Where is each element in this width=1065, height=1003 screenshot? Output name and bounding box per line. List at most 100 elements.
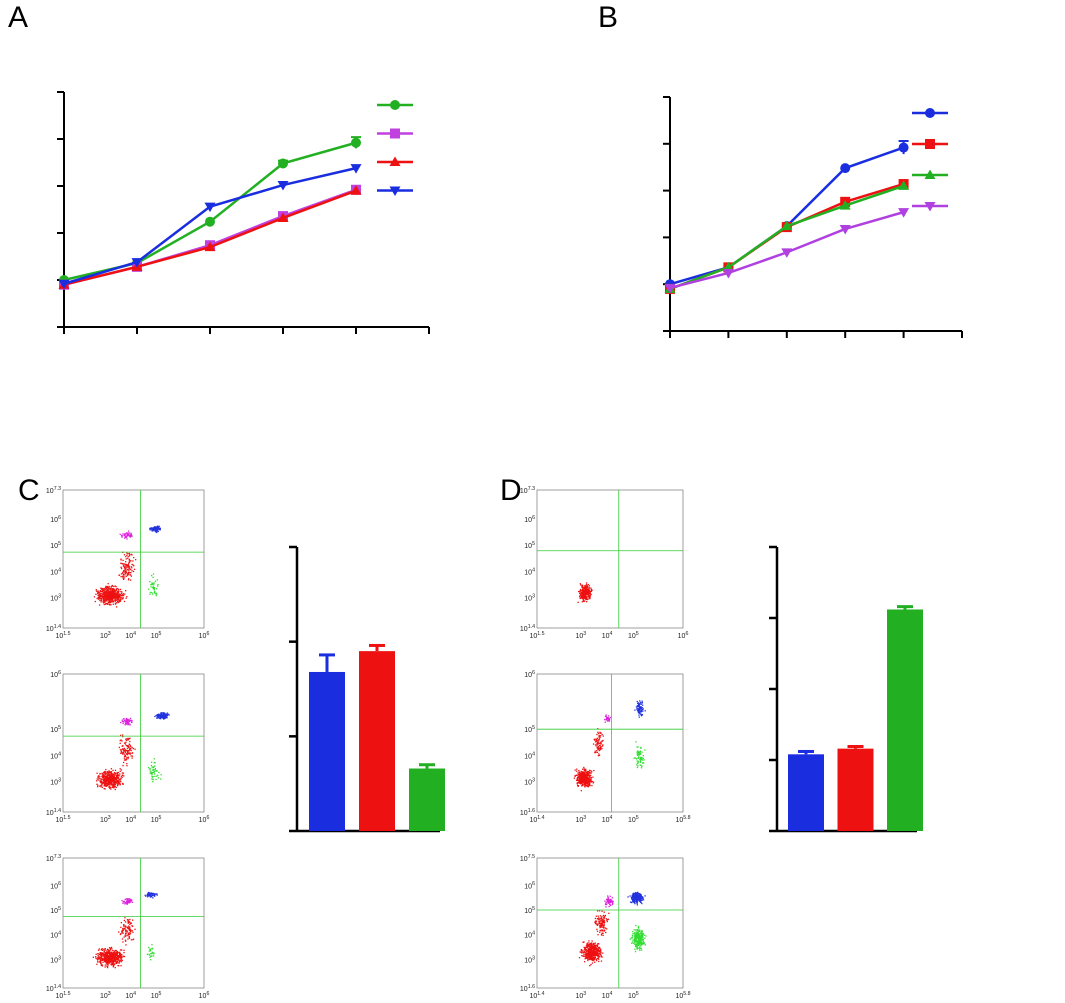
flow-event: [602, 735, 604, 737]
flow-event: [604, 721, 606, 723]
flow-event: [156, 893, 158, 896]
flow-event: [593, 950, 596, 952]
flow-event: [119, 588, 122, 591]
flow-event: [107, 592, 109, 594]
flow-event: [602, 929, 604, 931]
flow-event: [123, 927, 125, 929]
flow-event: [589, 947, 591, 950]
flow-event: [126, 720, 128, 723]
flow-event: [104, 966, 106, 968]
flow-event: [97, 960, 99, 962]
flow-event: [123, 775, 125, 777]
flow-event: [598, 747, 600, 749]
flow-event: [95, 590, 98, 592]
flow-event: [639, 945, 642, 947]
flow-event: [156, 530, 158, 532]
flow-event: [590, 593, 592, 596]
flow-event: [593, 946, 596, 948]
flow-event: [110, 786, 112, 788]
flow-event: [126, 721, 128, 723]
flow-event: [636, 700, 638, 703]
flow-event: [151, 530, 154, 532]
flow-event: [578, 782, 580, 784]
flow-event: [107, 598, 109, 600]
flow-event: [127, 920, 130, 923]
flow-event: [108, 591, 110, 593]
flow-event: [106, 952, 108, 954]
flow-event: [606, 899, 608, 902]
flow-event: [108, 598, 110, 601]
flow-event: [104, 952, 107, 954]
flow-event: [102, 778, 105, 781]
x-tick-label: 104: [602, 631, 613, 640]
flow-event: [124, 593, 126, 595]
flow-event: [94, 600, 96, 603]
flow-event: [151, 948, 153, 950]
flow-event: [586, 585, 588, 588]
flow-event: [581, 594, 584, 597]
flow-event: [592, 960, 594, 962]
flow-event: [106, 965, 109, 968]
flow-event: [99, 591, 101, 593]
flow-event: [98, 955, 100, 957]
flow-event: [101, 957, 103, 959]
flow-event: [637, 937, 639, 940]
flow-event: [109, 771, 111, 773]
flow-event: [98, 604, 101, 606]
flow-event: [108, 786, 110, 788]
flow-event: [635, 892, 637, 894]
flow-event: [589, 956, 591, 959]
flow-event: [127, 532, 129, 534]
flow-event: [632, 896, 634, 899]
flow-event: [104, 783, 106, 785]
flow-event: [101, 587, 103, 590]
flow-event: [635, 932, 637, 935]
flow-event: [100, 962, 102, 964]
flow-event: [148, 892, 151, 894]
flow-event: [636, 751, 638, 753]
flow-event: [113, 594, 115, 596]
flow-event: [130, 568, 132, 571]
flow-event: [601, 924, 603, 927]
flow-event: [632, 930, 634, 933]
flow-event: [154, 526, 157, 529]
flow-event: [637, 765, 639, 767]
flow-frame: [536, 673, 684, 813]
flow-event: [129, 568, 131, 570]
flow-event: [588, 940, 590, 942]
x-tick-label: 103: [575, 815, 586, 824]
flow-event: [587, 773, 589, 775]
flow-event: [130, 553, 132, 556]
flow-event: [641, 936, 644, 938]
flow-event: [119, 952, 121, 955]
legend-marker: [390, 128, 400, 139]
flow-event: [153, 766, 155, 768]
flow-event: [586, 588, 588, 590]
legend-marker: [390, 100, 400, 110]
flow-event: [105, 588, 107, 590]
data-point: [131, 258, 143, 268]
flow-event: [116, 772, 118, 774]
flow-event: [640, 708, 642, 710]
flow-event: [591, 953, 593, 955]
flow-event: [111, 598, 114, 601]
flow-event: [121, 594, 124, 596]
flow-event: [118, 593, 120, 595]
flow-event: [586, 956, 589, 959]
flow-event: [639, 710, 641, 712]
flow-event: [636, 940, 638, 942]
flow-event: [605, 931, 607, 934]
flow-event: [588, 779, 590, 781]
legend-marker: [389, 186, 401, 196]
flow-event: [123, 570, 125, 572]
flow-event: [637, 933, 639, 935]
flow-event: [100, 597, 103, 600]
flow-event: [595, 915, 597, 917]
flow-event: [600, 960, 603, 962]
flow-event: [120, 961, 122, 963]
flow-event: [598, 949, 600, 951]
flow-event: [121, 899, 123, 902]
flow-frame: [62, 489, 205, 629]
flow-event: [122, 575, 124, 577]
